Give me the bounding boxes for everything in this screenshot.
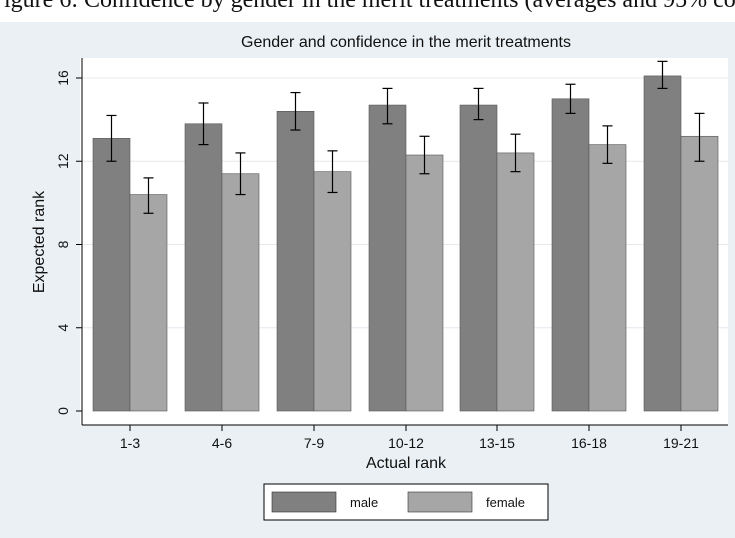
bar-female-4-6 xyxy=(221,173,260,412)
cropped-caption-text: igure 6: Confidence by gender in the mer… xyxy=(4,0,735,13)
bar-female-1-3 xyxy=(129,194,168,412)
y-tick-label: 0 xyxy=(55,407,71,415)
x-axis-label: Actual rank xyxy=(366,455,447,472)
bar-female-19-21 xyxy=(680,135,719,412)
x-tick-label: 1-3 xyxy=(120,435,140,451)
bar-male-19-21 xyxy=(643,75,682,412)
bars xyxy=(92,75,719,412)
x-tick-label: 10-12 xyxy=(388,435,424,451)
bar-female-13-15 xyxy=(496,152,535,412)
x-tick-label: 7-9 xyxy=(304,435,324,451)
legend-female-label: female xyxy=(486,495,525,510)
legend-male-swatch xyxy=(271,491,337,513)
legend-female-swatch xyxy=(407,491,473,513)
x-tick-label: 19-21 xyxy=(663,435,699,451)
bar-male-16-18 xyxy=(551,98,590,412)
bar-chart: Gender and confidence in the merit treat… xyxy=(0,22,735,538)
x-tick-label: 4-6 xyxy=(212,435,232,451)
bar-female-7-9 xyxy=(313,171,352,412)
bar-male-4-6 xyxy=(184,123,223,412)
chart-container: Gender and confidence in the merit treat… xyxy=(0,22,735,538)
bar-male-10-12 xyxy=(368,104,407,412)
cropped-caption: igure 6: Confidence by gender in the mer… xyxy=(0,0,735,22)
chart-title: Gender and confidence in the merit treat… xyxy=(241,34,571,51)
y-tick-label: 12 xyxy=(55,153,71,169)
bar-male-7-9 xyxy=(276,111,315,412)
bar-male-1-3 xyxy=(92,138,131,412)
bar-female-16-18 xyxy=(588,144,627,412)
y-tick-label: 8 xyxy=(55,240,71,248)
legend: male female xyxy=(263,483,549,521)
y-axis: 0 4 8 12 16 xyxy=(55,58,83,425)
y-axis-label: Expected rank xyxy=(31,190,48,293)
x-tick-label: 16-18 xyxy=(571,435,607,451)
error-bars xyxy=(106,60,705,214)
x-axis: 1-3 4-6 7-9 10-12 13-15 16-18 19-21 xyxy=(82,424,728,451)
bar-female-10-12 xyxy=(405,154,444,412)
bar-male-13-15 xyxy=(459,104,498,412)
y-tick-label: 4 xyxy=(55,324,71,332)
x-tick-label: 13-15 xyxy=(479,435,515,451)
y-tick-label: 16 xyxy=(55,70,71,86)
legend-male-label: male xyxy=(350,495,378,510)
